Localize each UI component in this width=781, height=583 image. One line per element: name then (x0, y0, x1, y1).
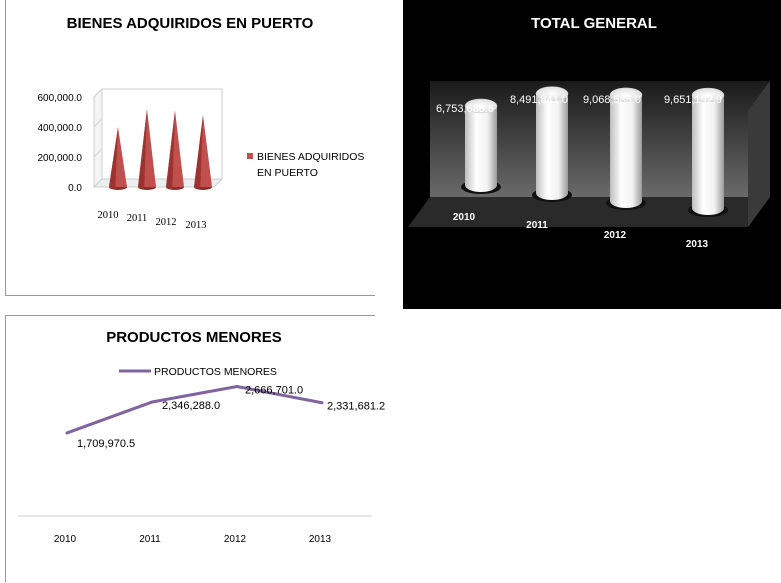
chart-panel-productos-menores: PRODUCTOS MENORES PRODUCTOS MENORES 1,70… (5, 315, 385, 582)
x-tick-label: 2012 (224, 534, 247, 545)
chart-title: BIENES ADQUIRIDOS EN PUERTO (67, 15, 314, 32)
data-label: 2,666,701.0 (245, 384, 303, 396)
x-tick-label: 2013 (186, 220, 207, 231)
chart-title: TOTAL GENERAL (531, 15, 657, 32)
x-tick-label: 2011 (526, 220, 548, 231)
data-label: 9,651,192.9 (664, 94, 722, 106)
gridline (93, 148, 103, 158)
legend-swatch (247, 153, 253, 159)
cylinder-chart: TOTAL GENERAL 6,753,688.6 8,491,841.0 9,06… (408, 15, 770, 250)
floor (408, 197, 770, 227)
y-tick-label: 200,000.0 (38, 153, 83, 164)
chart-panel-bienes: BIENES ADQUIRIDOS EN PUERTO 0.0 200,000.0… (5, 0, 375, 296)
series-line (66, 384, 323, 435)
cylinder-bar (692, 95, 724, 215)
cylinder-bar (610, 94, 642, 208)
x-tick-label: 2011 (139, 534, 161, 545)
cylinder-top (609, 87, 643, 103)
data-point (65, 431, 69, 435)
legend-label-line1: BIENES ADQUIRIDOS (257, 151, 364, 163)
side-wall (93, 87, 103, 189)
cylinder-top (464, 98, 498, 114)
cylinder-top (535, 86, 569, 101)
data-label: 2,331,681.2 (327, 401, 385, 413)
x-tick-label: 2012 (604, 230, 627, 241)
x-tick-label: 2013 (686, 239, 709, 250)
gridline (93, 88, 103, 98)
cone-shade (109, 127, 118, 189)
data-label: 9,068,535.0 (583, 94, 641, 106)
x-tick-label: 2012 (156, 217, 177, 228)
data-label: 6,753,688.6 (436, 103, 494, 115)
cylinder-bar (465, 105, 497, 192)
x-tick-label: 2010 (98, 210, 119, 221)
x-tick-label: 2011 (127, 213, 148, 224)
cylinder-bar (536, 93, 568, 200)
chart-title: PRODUCTOS MENORES (106, 329, 282, 346)
data-label: 8,491,841.0 (510, 94, 568, 106)
chart-panel-total-general: TOTAL GENERAL 6,753,688.6 8,491,841.0 9,06… (403, 0, 781, 309)
data-label: 1,709,970.5 (77, 438, 135, 450)
data-point (235, 384, 239, 388)
data-point (150, 400, 154, 404)
y-tick-label: 0.0 (68, 183, 82, 194)
gridline (93, 118, 103, 128)
cone-chart: BIENES ADQUIRIDOS EN PUERTO 0.0 200,000.0… (38, 15, 365, 231)
y-tick-label: 600,000.0 (38, 93, 83, 104)
data-point (320, 401, 324, 405)
side-wall (748, 81, 770, 227)
legend-label-line2: EN PUERTO (257, 167, 318, 179)
back-wall (430, 81, 770, 197)
x-tick-label: 2013 (309, 534, 332, 545)
cone-shade (194, 115, 203, 189)
legend-label: PRODUCTOS MENORES (154, 366, 277, 378)
line-chart: PRODUCTOS MENORES PRODUCTOS MENORES 1,70… (18, 329, 385, 545)
y-tick-label: 400,000.0 (38, 123, 83, 134)
x-tick-label: 2010 (453, 212, 476, 223)
cone-shade (138, 109, 147, 189)
data-label: 2,346,288.0 (162, 400, 220, 412)
cylinder-top (691, 87, 725, 103)
x-tick-label: 2010 (54, 534, 77, 545)
cone-shade (166, 110, 175, 189)
